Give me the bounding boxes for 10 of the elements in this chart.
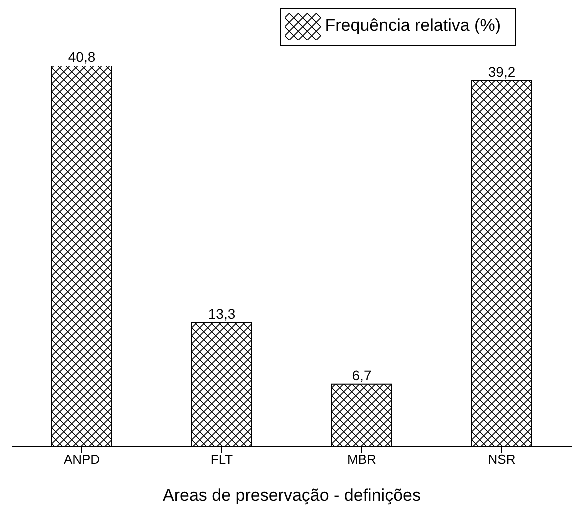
data-label: 13,3 bbox=[208, 306, 236, 322]
data-label: 6,7 bbox=[352, 367, 372, 384]
data-label: 39,2 bbox=[488, 64, 516, 80]
x-tick-label: ANPD bbox=[64, 452, 100, 468]
x-tick-label: FLT bbox=[210, 452, 234, 468]
x-tick-label: MBR bbox=[348, 452, 376, 468]
x-tick-label: NSR bbox=[488, 452, 516, 468]
x-axis-title: Areas de preservação - definições bbox=[163, 486, 421, 505]
legend-label: Frequência relativa (%) bbox=[325, 16, 501, 36]
data-label: 40,8 bbox=[68, 49, 96, 65]
